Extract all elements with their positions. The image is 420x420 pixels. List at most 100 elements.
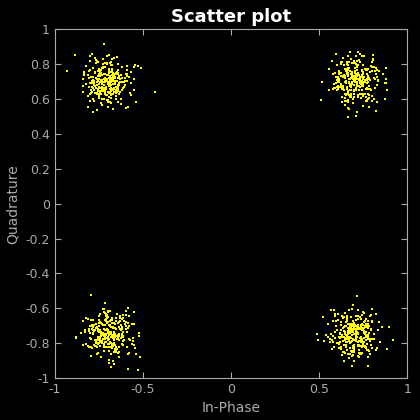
Channel 1 — [89, 74, 96, 81]
Channel 1 — [335, 75, 342, 82]
Channel 1 — [355, 77, 362, 84]
Channel 1 — [136, 353, 143, 360]
Channel 1 — [351, 87, 357, 94]
Channel 1 — [129, 340, 136, 347]
Channel 1 — [119, 329, 126, 336]
Channel 1 — [352, 76, 359, 83]
Channel 1 — [95, 88, 102, 95]
Channel 1 — [95, 350, 102, 357]
Channel 1 — [337, 84, 344, 91]
Channel 1 — [373, 82, 380, 89]
Channel 1 — [85, 327, 92, 334]
Channel 1 — [92, 337, 98, 344]
Channel 1 — [123, 72, 130, 79]
Channel 1 — [96, 84, 102, 91]
Channel 1 — [110, 89, 117, 96]
Channel 1 — [353, 113, 360, 120]
Channel 1 — [335, 85, 342, 92]
Channel 1 — [348, 92, 354, 98]
Channel 1 — [109, 77, 116, 84]
Channel 1 — [351, 347, 357, 354]
Channel 1 — [371, 64, 378, 71]
Channel 1 — [356, 349, 362, 356]
Channel 1 — [100, 88, 107, 95]
Channel 1 — [332, 70, 339, 76]
Channel 1 — [107, 72, 114, 79]
Channel 1 — [370, 52, 376, 59]
Channel 1 — [117, 312, 124, 319]
Channel 1 — [341, 101, 348, 108]
Channel 1 — [368, 64, 375, 71]
Channel 1 — [109, 343, 116, 349]
Channel 1 — [343, 323, 350, 329]
Channel 1 — [357, 94, 364, 101]
Channel 1 — [348, 79, 355, 86]
Channel 1 — [97, 338, 104, 344]
Channel 1 — [106, 322, 113, 329]
Channel 1 — [111, 329, 118, 336]
Channel 1 — [114, 99, 121, 106]
Channel 1 — [89, 330, 96, 337]
Channel 1 — [100, 56, 107, 63]
Channel 1 — [87, 98, 93, 105]
Channel 1 — [342, 309, 349, 316]
Channel 1 — [117, 75, 123, 82]
Channel 1 — [122, 78, 129, 85]
Channel 1 — [365, 333, 372, 340]
Channel 1 — [351, 90, 358, 97]
Channel 1 — [357, 324, 363, 331]
Channel 1 — [130, 64, 137, 71]
Channel 1 — [344, 66, 350, 73]
Channel 1 — [360, 69, 367, 76]
Channel 1 — [353, 331, 360, 338]
Channel 1 — [352, 79, 358, 86]
Channel 1 — [368, 306, 375, 312]
Title: Scatter plot: Scatter plot — [171, 8, 291, 26]
Channel 1 — [345, 321, 352, 328]
Channel 1 — [353, 71, 360, 78]
Channel 1 — [354, 323, 360, 329]
Channel 1 — [333, 74, 339, 81]
Channel 1 — [326, 66, 332, 72]
Channel 1 — [374, 67, 381, 74]
Channel 1 — [108, 317, 115, 323]
Channel 1 — [97, 91, 104, 97]
Channel 1 — [118, 95, 124, 102]
Channel 1 — [357, 351, 363, 358]
Channel 1 — [359, 82, 366, 89]
Channel 1 — [106, 344, 113, 351]
Channel 1 — [367, 312, 373, 319]
Channel 1 — [344, 312, 351, 319]
Channel 1 — [353, 71, 360, 77]
Channel 1 — [95, 334, 102, 341]
Channel 1 — [100, 306, 106, 312]
Channel 1 — [108, 364, 115, 371]
Channel 1 — [337, 330, 344, 336]
Channel 1 — [88, 323, 94, 329]
Channel 1 — [135, 367, 142, 373]
Channel 1 — [323, 332, 329, 339]
Channel 1 — [359, 311, 365, 318]
Channel 1 — [108, 329, 114, 336]
Channel 1 — [355, 92, 362, 98]
Channel 1 — [102, 339, 109, 345]
Channel 1 — [114, 335, 121, 342]
Channel 1 — [346, 339, 353, 346]
Channel 1 — [345, 325, 352, 332]
Channel 1 — [352, 74, 358, 81]
Channel 1 — [349, 327, 356, 334]
Channel 1 — [93, 81, 100, 88]
Channel 1 — [356, 82, 362, 89]
Channel 1 — [89, 108, 96, 115]
Channel 1 — [98, 331, 105, 338]
Channel 1 — [123, 325, 130, 332]
Channel 1 — [352, 312, 359, 319]
Channel 1 — [105, 74, 112, 81]
Channel 1 — [370, 64, 377, 71]
Channel 1 — [348, 331, 355, 338]
Channel 1 — [364, 341, 370, 348]
Channel 1 — [349, 353, 355, 360]
Channel 1 — [334, 74, 341, 80]
Channel 1 — [92, 90, 99, 97]
Channel 1 — [117, 78, 123, 85]
